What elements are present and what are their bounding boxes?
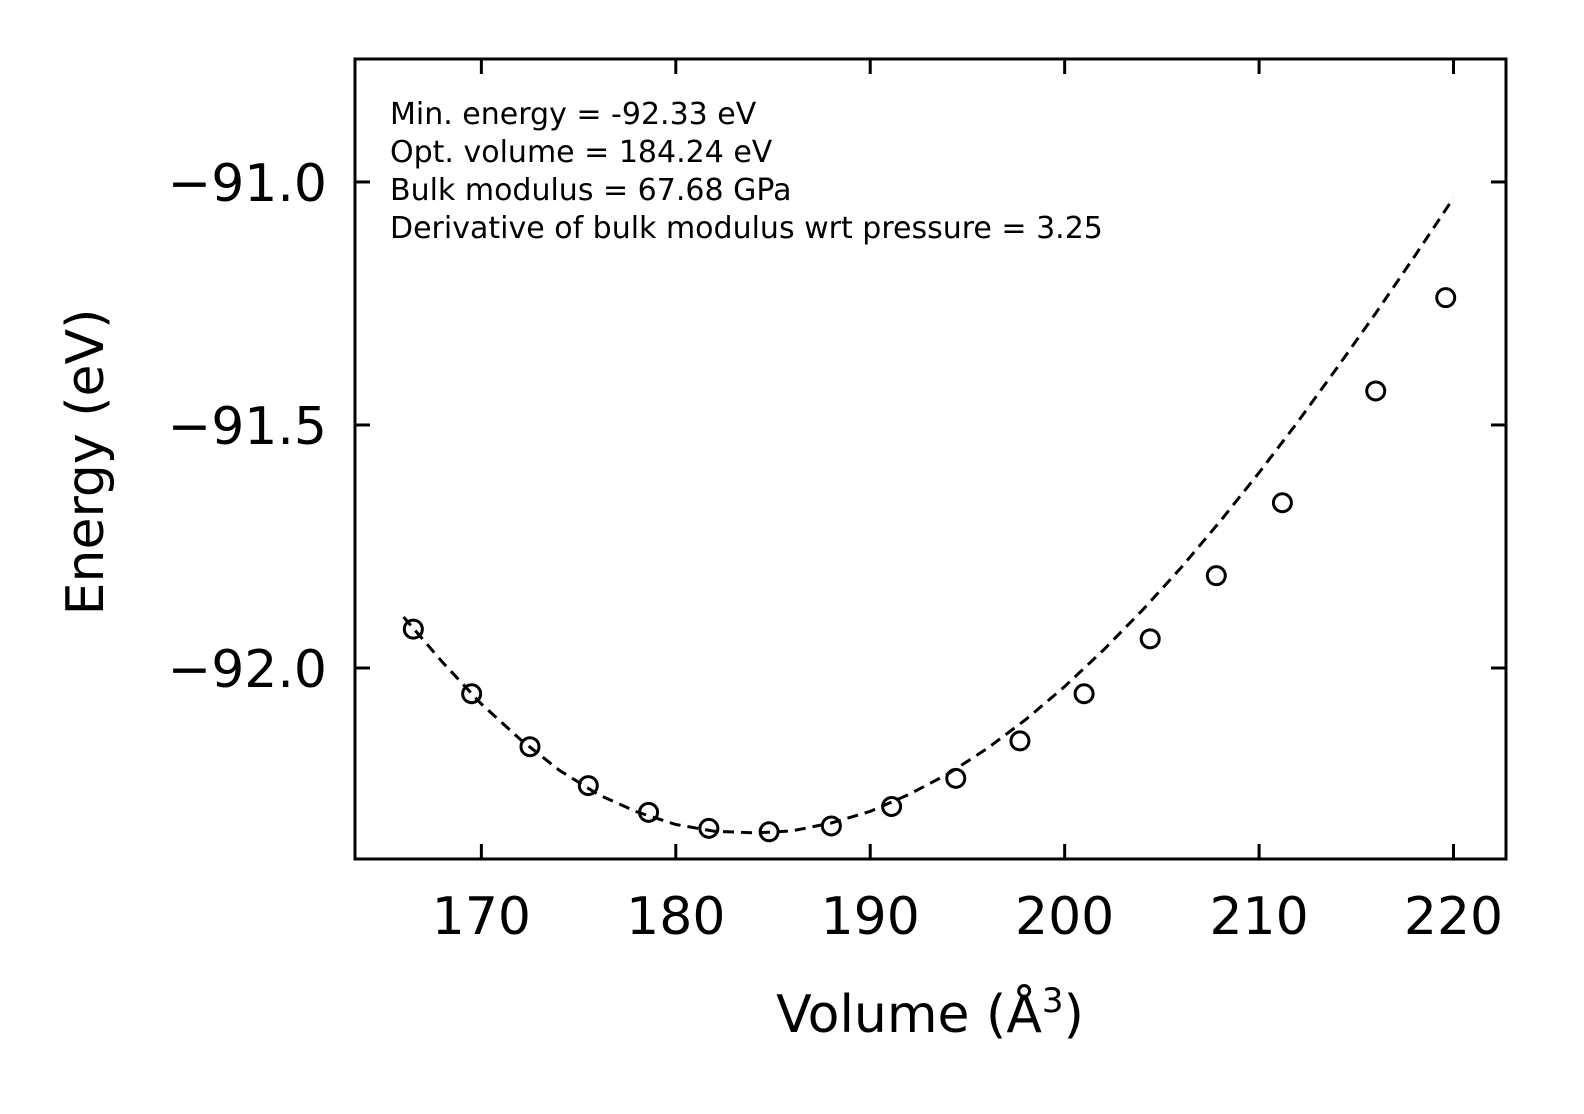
x-tick-label: 180 [626, 887, 725, 947]
annotation-line: Bulk modulus = 67.68 GPa [390, 173, 791, 208]
plot-frame [353, 57, 1508, 861]
y-axis-label: Energy (eV) [56, 309, 116, 616]
data-point [461, 683, 483, 705]
data-point [519, 736, 541, 758]
annotation-line: Opt. volume = 184.24 eV [390, 135, 773, 170]
annotation-line: Derivative of bulk modulus wrt pressure … [390, 211, 1103, 246]
ticks-layer: 170 180 190 200 210 220 −91.0 −91.5 −92.0 [168, 59, 1506, 947]
x-axis-label: Volume (Å3) [776, 981, 1084, 1045]
data-point [1073, 683, 1095, 705]
data-point [881, 796, 903, 818]
data-point [402, 618, 424, 640]
x-tick-label: 210 [1209, 887, 1308, 947]
data-point [820, 815, 842, 837]
y-tick-label: −91.5 [168, 397, 327, 457]
data-points-layer [402, 287, 1457, 843]
y-tick-label: −91.0 [168, 154, 327, 214]
data-point [1365, 380, 1387, 402]
data-point [1271, 492, 1293, 514]
plot-area [353, 57, 1508, 861]
x-tick-label: 200 [1015, 887, 1114, 947]
data-point [1009, 730, 1031, 752]
annotation-line: Min. energy = -92.33 eV [390, 97, 757, 132]
x-tick-label: 170 [432, 887, 531, 947]
data-point [1435, 287, 1457, 309]
data-point [945, 767, 967, 789]
x-tick-label: 220 [1404, 887, 1503, 947]
data-point [1139, 628, 1161, 650]
data-point [698, 817, 720, 839]
axis-labels-layer: Volume (Å3) Energy (eV) [56, 309, 1084, 1045]
eos-fit-curve [402, 197, 1455, 835]
fit-curve-layer [402, 197, 1455, 835]
x-tick-label: 190 [821, 887, 920, 947]
data-point [1205, 565, 1227, 587]
y-tick-label: −92.0 [168, 640, 327, 700]
data-point [758, 821, 780, 843]
data-point [638, 801, 660, 823]
data-point [577, 775, 599, 797]
